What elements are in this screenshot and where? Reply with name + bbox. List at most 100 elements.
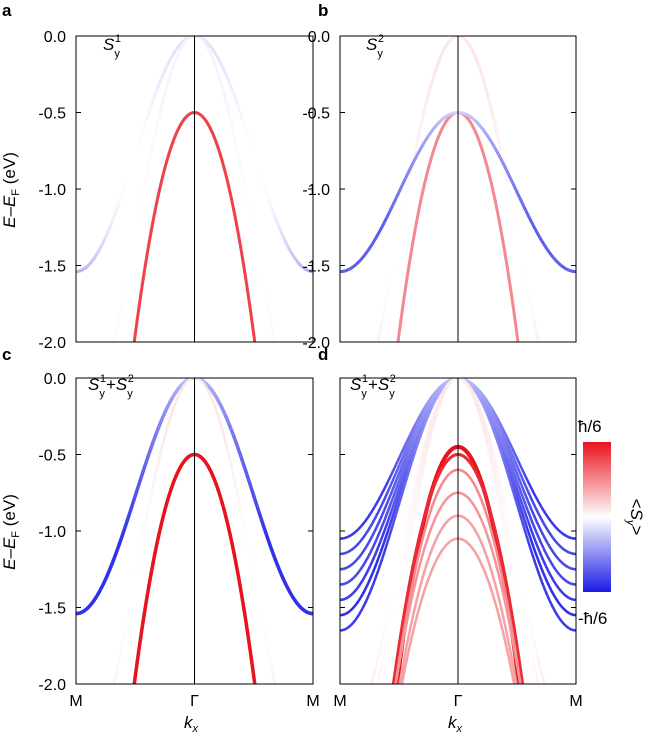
band-c-3-segment (264, 628, 266, 638)
panel-b: b Sy2 0.0-0.5-1.0-1.5-2.0 (302, 1, 576, 397)
band-d-9-segment (517, 577, 519, 587)
band-d-16-segment (395, 699, 397, 711)
band-b-1-segment (543, 360, 545, 368)
band-a-3-segment (279, 360, 281, 368)
band-d-8-segment (379, 645, 381, 653)
band-d-8-segment (513, 542, 515, 552)
y-tick-label: -1.5 (38, 601, 66, 618)
band-d-10-segment (527, 648, 529, 659)
band-d-11-segment (523, 643, 525, 655)
band-d-13-segment (405, 598, 407, 609)
band-b-1-segment (511, 204, 513, 214)
y-tick-label: -2.0 (38, 335, 66, 352)
x-tick-label: M (306, 693, 319, 710)
band-d-12-segment (395, 684, 397, 700)
band-a-3-segment (230, 118, 232, 127)
band-b-1-segment (397, 235, 399, 245)
band-d-14-segment (525, 715, 527, 730)
band-b-1-segment (389, 276, 391, 286)
band-d-12-segment (523, 715, 525, 732)
panel-a-label: a (2, 1, 12, 20)
panel-d-title: Sy1+Sy2 (350, 373, 396, 400)
band-a-2-segment (151, 221, 153, 232)
band-a-3-segment (149, 154, 151, 164)
band-b-2-segment (403, 292, 405, 306)
band-c-3-segment (285, 725, 287, 732)
band-d-8-segment (389, 600, 391, 609)
band-d-9-segment (395, 587, 397, 597)
band-b-1-segment (545, 368, 547, 376)
band-c-2-segment (250, 648, 252, 662)
band-b-1-segment (401, 214, 403, 224)
band-a-3-segment (283, 376, 285, 383)
band-a-2-segment (137, 306, 139, 320)
band-a-3-segment (125, 276, 127, 286)
band-d-10-segment (391, 626, 393, 637)
band-d-16-segment (505, 626, 507, 635)
band-c-2-segment (139, 634, 141, 648)
band-d-17-segment (407, 650, 409, 659)
band-b-2-segment (523, 381, 525, 398)
band-a-3-segment (151, 145, 153, 154)
band-d-9-segment (368, 718, 370, 725)
band-c-3-segment (112, 685, 114, 694)
band-a-2-segment (234, 211, 236, 221)
band-b-1-segment (515, 224, 517, 234)
band-d-17-segment (397, 699, 399, 710)
x-tick-label: Γ (190, 693, 199, 710)
band-d-9-segment (366, 725, 368, 732)
band-d-9-segment (515, 566, 517, 576)
band-c-3-segment (234, 477, 236, 486)
band-d-14-segment (393, 687, 395, 701)
band-d-15-segment (393, 689, 395, 701)
band-b-2-segment (395, 349, 397, 365)
band-d-16-segment (499, 600, 501, 608)
band-a-3-segment (252, 224, 254, 234)
band-d-10-segment (541, 718, 543, 727)
band-d-14-segment (521, 687, 523, 701)
band-a-3-segment (153, 135, 155, 144)
band-c-3-segment (143, 525, 145, 535)
band-c-3-segment (256, 587, 258, 597)
band-d-13-segment (391, 686, 393, 700)
band-d-16-segment (407, 635, 409, 645)
band-d-17-segment (519, 710, 521, 721)
band-d-16-segment (409, 626, 411, 635)
band-d-8-segment (401, 542, 403, 552)
band-b-1-segment (371, 360, 373, 368)
band-c-2-segment (135, 662, 137, 677)
band-d-11-segment (391, 643, 393, 655)
band-d-11-segment (379, 712, 381, 723)
band-c-3-segment (117, 658, 119, 667)
y-tick-label: -0.5 (302, 106, 330, 123)
band-b-1-segment (523, 266, 525, 276)
band-d-13-segment (527, 715, 529, 730)
band-c-2-segment (256, 691, 258, 707)
band-d-16-segment (411, 617, 413, 626)
band-a-3-segment (258, 256, 260, 266)
band-d-9-segment (527, 628, 529, 638)
band-a-2-segment (260, 381, 262, 398)
band-b-1-segment (548, 383, 550, 390)
band-d-13-segment (507, 587, 509, 598)
band-b-2-segment (503, 243, 505, 255)
band-a-2-segment (250, 306, 252, 320)
band-a-2-segment (143, 267, 145, 280)
band-b-1-segment (399, 224, 401, 234)
x-tick-label: M (569, 693, 582, 710)
band-d-11-segment (533, 701, 535, 712)
band-d-11-segment (517, 608, 519, 620)
band-c-2-segment (143, 609, 145, 622)
band-d-9-segment (389, 618, 391, 628)
colorbar-min-label: -ħ/6 (578, 609, 607, 628)
band-c-3-segment (153, 477, 155, 486)
band-c-3-segment (262, 618, 264, 628)
band-a-2-segment (238, 232, 240, 243)
band-c-2-segment (258, 707, 260, 723)
band-d-10-segment (379, 689, 381, 699)
band-c-2-segment (131, 691, 133, 707)
band-d-16-segment (503, 617, 505, 626)
band-a-3-segment (266, 296, 268, 306)
panel-c-label: c (2, 345, 11, 364)
